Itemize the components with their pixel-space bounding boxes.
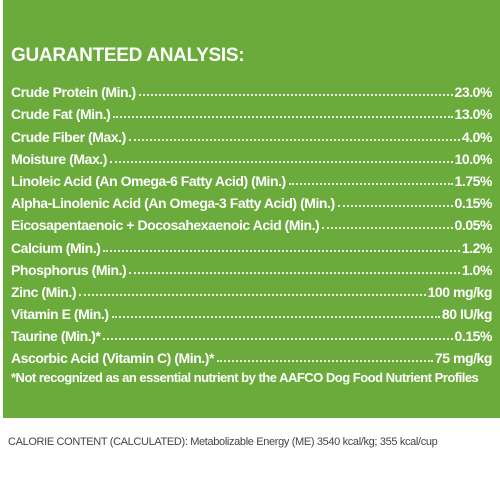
analysis-row: Phosphorus (Min.) 1.0% [11, 256, 492, 278]
nutrient-label: Zinc (Min.) [11, 283, 77, 300]
nutrient-value: 10.0% [454, 150, 493, 167]
dot-leader [288, 182, 453, 185]
nutrient-value: 4.0% [461, 128, 493, 145]
analysis-row: Calcium (Min.) 1.2% [11, 233, 493, 256]
dot-leader [138, 94, 453, 97]
title: GUARANTEED ANALYSIS: [11, 45, 245, 66]
nutrient-label: Calcium (Min.) [11, 239, 101, 256]
nutrient-label: Linoleic Acid (An Omega-6 Fatty Acid) (M… [11, 172, 286, 189]
dot-leader [103, 338, 453, 341]
dot-leader [129, 271, 460, 274]
analysis-row: Taurine (Min.)* 0.15% [11, 322, 492, 344]
nutrient-value: 1.2% [461, 239, 493, 256]
analysis-row: Crude Fiber (Max.) 4.0% [11, 122, 493, 145]
nutrient-label: Phosphorus (Min.) [11, 261, 127, 278]
analysis-row: Ascorbic Acid (Vitamin C) (Min.)* 75 mg/k… [11, 344, 492, 366]
dot-leader [216, 360, 433, 363]
footnote: *Not recognized as an essential nutrient… [11, 370, 479, 386]
dot-leader [128, 138, 460, 141]
nutrient-label: Crude Protein (Min.) [11, 84, 136, 101]
nutrient-value: 0.15% [454, 328, 493, 345]
analysis-row: Crude Protein (Min.) 23.0% [11, 78, 492, 100]
nutrient-value: 23.0% [454, 84, 493, 101]
calorie-content: CALORIE CONTENT (CALCULATED): Metaboliza… [8, 436, 438, 448]
dot-leader [337, 205, 453, 208]
nutrient-label: Ascorbic Acid (Vitamin C) (Min.)* [11, 350, 214, 367]
dot-leader [109, 160, 453, 163]
nutrient-value: 0.15% [454, 195, 493, 212]
analysis-row: Crude Fat (Min.) 13.0% [11, 100, 492, 122]
dot-leader [113, 116, 453, 119]
analysis-row: Linoleic Acid (An Omega-6 Fatty Acid) (M… [11, 167, 492, 189]
analysis-table: Crude Protein (Min.) 23.0% Crude Fat (Min.… [11, 78, 492, 366]
nutrient-label: Moisture (Max.) [11, 150, 107, 167]
nutrient-value: 1.0% [461, 261, 493, 278]
nutrient-value: 0.05% [454, 217, 493, 234]
nutrient-label: Crude Fiber (Max.) [11, 128, 126, 145]
nutrient-label: Eicosapentaenoic + Docosahexaenoic Acid … [11, 217, 320, 234]
analysis-row: Vitamin E (Min.) 80 IU/kg [11, 300, 492, 322]
nutrient-value: 100 mg/kg [427, 283, 493, 300]
dot-leader [111, 316, 440, 319]
nutrient-value: 1.75% [454, 172, 493, 189]
dot-leader [103, 249, 460, 252]
analysis-row: Zinc (Min.) 100 mg/kg [11, 278, 492, 300]
nutrient-label: Taurine (Min.)* [11, 328, 101, 345]
dot-leader [79, 293, 426, 296]
analysis-row: Moisture (Max.) 10.0% [11, 145, 492, 167]
nutrient-value: 80 IU/kg [441, 306, 493, 323]
nutrient-label: Vitamin E (Min.) [11, 306, 109, 323]
nutrient-label: Crude Fat (Min.) [11, 106, 111, 123]
analysis-row: Eicosapentaenoic + Docosahexaenoic Acid … [11, 211, 492, 233]
nutrient-value: 75 mg/kg [434, 350, 493, 367]
analysis-row: Alpha-Linolenic Acid (An Omega-3 Fatty A… [11, 189, 492, 211]
nutrient-label: Alpha-Linolenic Acid (An Omega-3 Fatty A… [11, 195, 335, 212]
nutrient-value: 13.0% [454, 106, 493, 123]
dot-leader [322, 227, 453, 230]
analysis-panel: GUARANTEED ANALYSIS: Crude Protein (Min.… [3, 0, 500, 418]
